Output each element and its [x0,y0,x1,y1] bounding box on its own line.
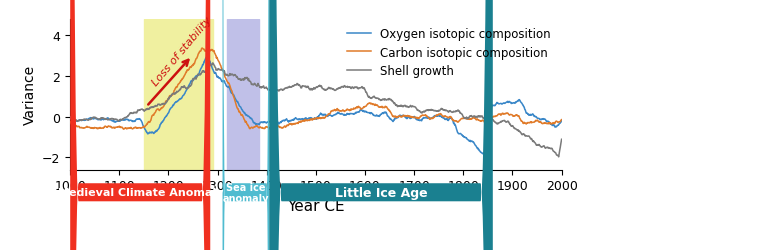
FancyBboxPatch shape [269,0,493,250]
Bar [144,20,213,170]
X-axis label: Year CE: Year CE [287,198,345,213]
Text: Sea ice
anomaly: Sea ice anomaly [222,182,269,203]
Text: Loss of stability: Loss of stability [151,15,214,88]
FancyBboxPatch shape [222,0,269,250]
Legend: Oxygen isotopic composition, Carbon isotopic composition, Shell growth: Oxygen isotopic composition, Carbon isot… [342,23,555,83]
FancyBboxPatch shape [70,0,211,250]
Text: Medieval Climate Anomaly: Medieval Climate Anomaly [58,188,223,198]
Bar [228,20,260,170]
Y-axis label: Variance: Variance [23,65,37,125]
Text: Little Ice Age: Little Ice Age [335,186,427,199]
